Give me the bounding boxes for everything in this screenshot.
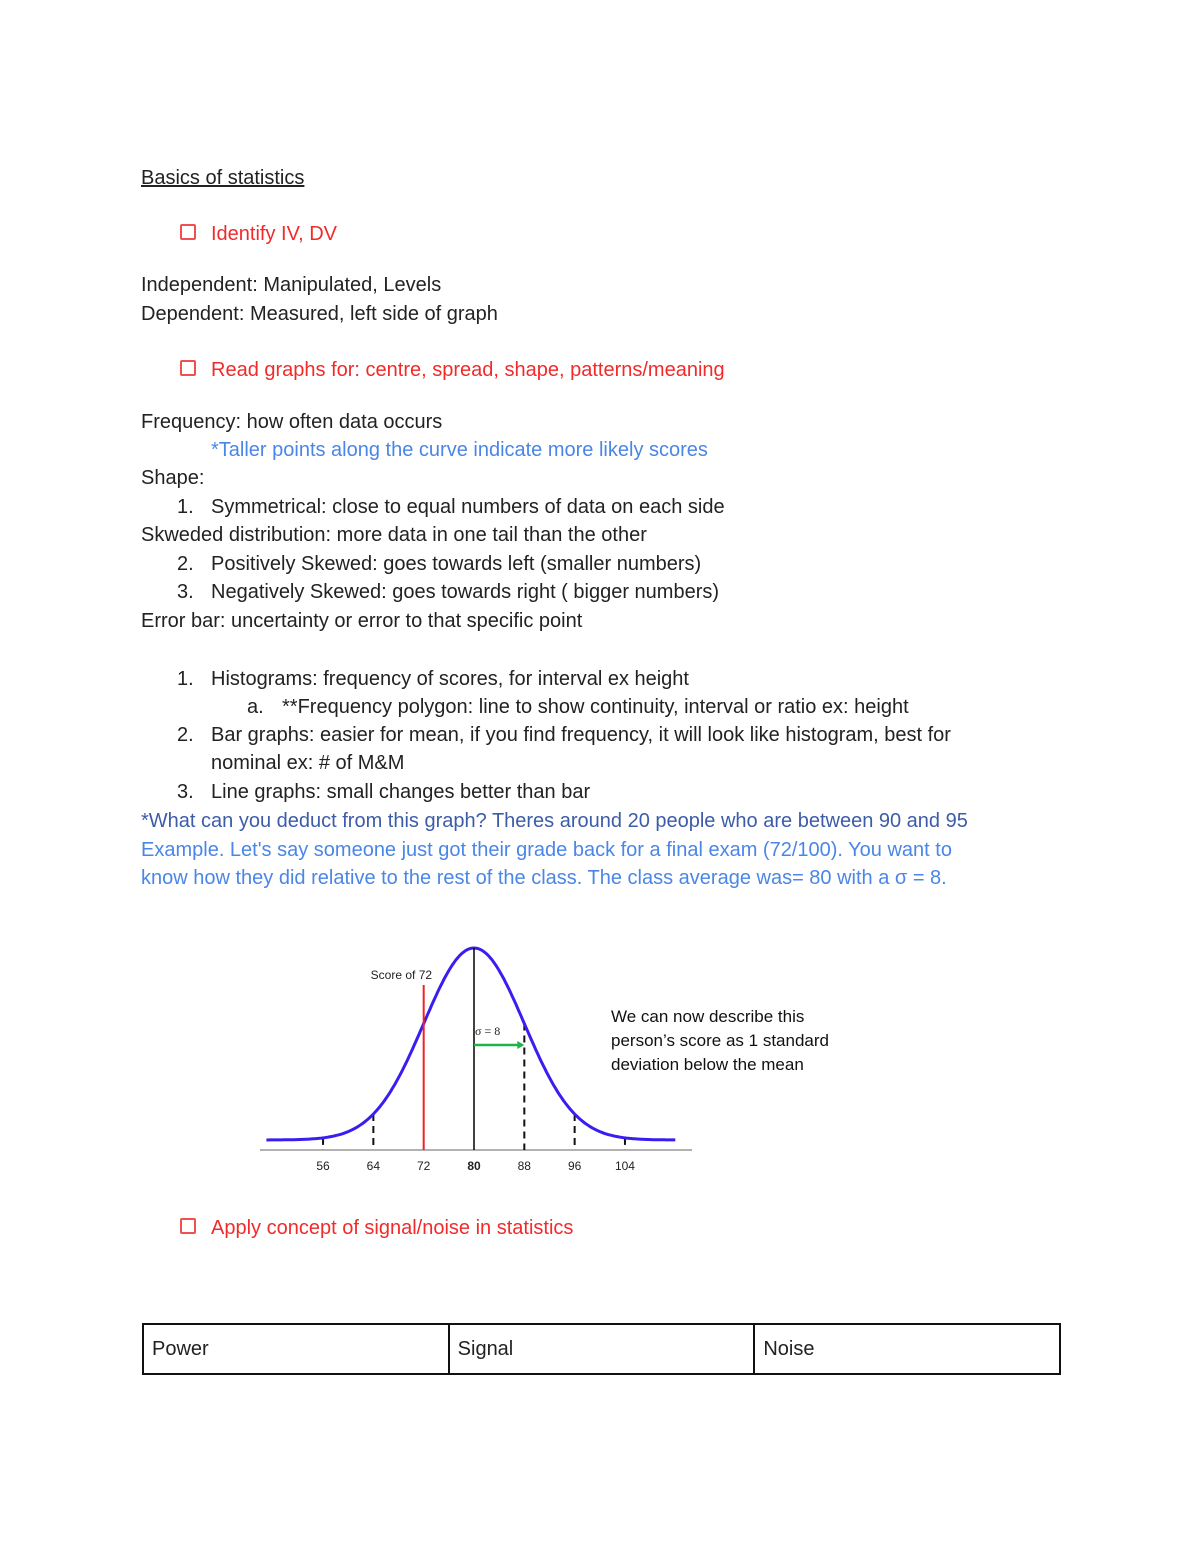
text-line: Independent: Manipulated, Levels	[141, 274, 442, 296]
x-tick-label: 64	[367, 1159, 381, 1173]
list-item: Bar graphs: easier for mean, if you find…	[211, 724, 951, 746]
x-tick-label: 96	[568, 1159, 582, 1173]
checklist-item: Read graphs for: centre, spread, shape, …	[211, 359, 725, 381]
list-item: **Frequency polygon: line to show contin…	[282, 696, 909, 718]
text-line: Error bar: uncertainty or error to that …	[141, 610, 583, 632]
note-line: *Taller points along the curve indicate …	[211, 439, 708, 461]
table-cell: Power	[142, 1323, 450, 1375]
normal-distribution-chart: 56 64 72 80 88 96 104 Score of 72 σ = 8	[260, 946, 692, 1173]
table-cell: Signal	[447, 1323, 756, 1375]
table-row: Power Signal Noise	[142, 1323, 1061, 1375]
score-label: Score of 72	[371, 968, 433, 982]
chart-background	[142, 930, 884, 1180]
normal-curve	[266, 946, 676, 1142]
checkbox-identify[interactable]	[180, 224, 196, 240]
description-line: deviation below the mean	[611, 1055, 804, 1074]
list-item: Line graphs: small changes better than b…	[211, 781, 591, 803]
chart-description: We can now describe this person’s score …	[611, 1005, 829, 1077]
list-item: Histograms: frequency of scores, for int…	[211, 668, 689, 690]
list-item-cont: nominal ex: # of M&M	[211, 752, 405, 774]
note-line: *What can you deduct from this graph? Th…	[141, 810, 968, 832]
page-title: Basics of statistics	[141, 167, 305, 189]
sigma-label: σ = 8	[475, 1024, 500, 1038]
list-item: Positively Skewed: goes towards left (sm…	[211, 553, 702, 575]
checkbox-signal-noise[interactable]	[180, 1218, 196, 1234]
list-number: 2.	[177, 724, 194, 746]
text-line: Frequency: how often data occurs	[141, 411, 443, 433]
x-tick-label: 104	[615, 1159, 635, 1173]
text-line: Skweded distribution: more data in one t…	[141, 524, 647, 546]
list-number: 1.	[177, 496, 194, 518]
text-line: Shape:	[141, 467, 205, 489]
checkbox-read-graphs[interactable]	[180, 360, 196, 376]
list-number: a.	[247, 696, 264, 718]
table-cell: Noise	[753, 1323, 1061, 1375]
x-tick-label: 88	[518, 1159, 532, 1173]
list-item: Symmetrical: close to equal numbers of d…	[211, 496, 725, 518]
list-number: 3.	[177, 781, 194, 803]
note-line: Example. Let's say someone just got thei…	[141, 839, 952, 861]
checklist-item: Apply concept of signal/noise in statist…	[211, 1217, 574, 1239]
arrow-head-icon	[517, 1041, 525, 1049]
x-tick-label: 80	[467, 1159, 481, 1173]
signal-noise-table: Power Signal Noise	[142, 1323, 1061, 1375]
note-line: know how they did relative to the rest o…	[141, 867, 947, 889]
list-item: Negatively Skewed: goes towards right ( …	[211, 581, 720, 603]
checklist-item: Identify IV, DV	[211, 223, 337, 245]
list-number: 1.	[177, 668, 194, 690]
x-tick-label: 72	[417, 1159, 431, 1173]
x-tick-label: 56	[316, 1159, 330, 1173]
list-number: 3.	[177, 581, 194, 603]
description-line: person’s score as 1 standard	[611, 1031, 829, 1050]
list-number: 2.	[177, 553, 194, 575]
text-line: Dependent: Measured, left side of graph	[141, 303, 498, 325]
description-line: We can now describe this	[611, 1007, 805, 1026]
